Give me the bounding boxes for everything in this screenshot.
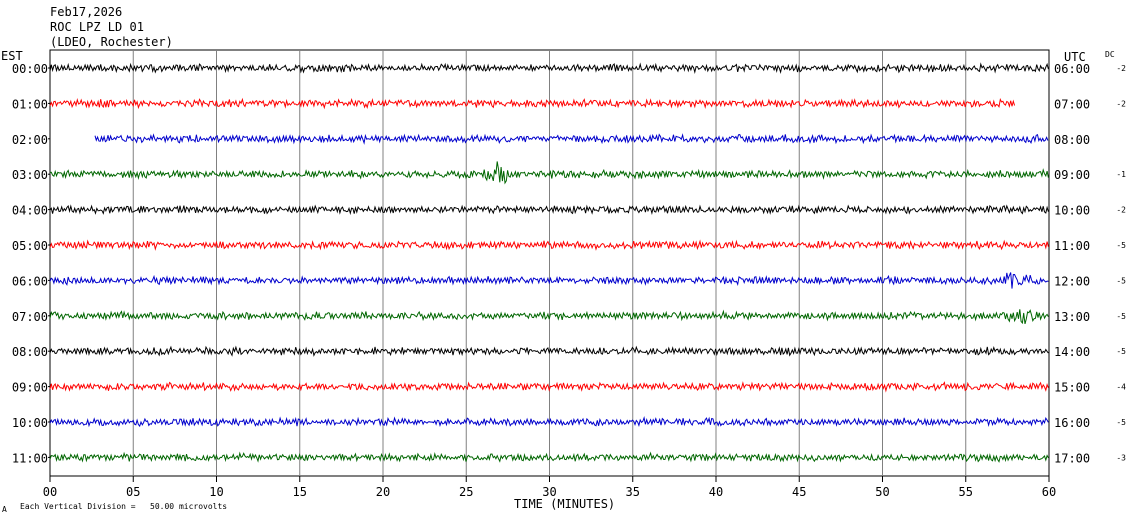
dc-offset-label: -1 <box>1116 170 1126 179</box>
est-time-label: 01:00 <box>12 97 48 111</box>
seismic-trace <box>49 239 1049 251</box>
seismic-trace <box>49 381 1049 393</box>
utc-time-label: 06:00 <box>1054 62 1090 76</box>
x-tick-label: 05 <box>126 485 140 499</box>
seismic-trace <box>49 309 1049 325</box>
utc-time-label: 13:00 <box>1054 310 1090 324</box>
dc-offset-label: -5 <box>1116 241 1126 250</box>
utc-time-label: 08:00 <box>1054 133 1090 147</box>
seismic-trace <box>94 133 1049 145</box>
seismic-trace <box>49 415 1049 428</box>
right-axis-label: UTC <box>1064 50 1086 64</box>
est-time-label: 08:00 <box>12 345 48 359</box>
x-tick-label: 40 <box>709 485 723 499</box>
seismic-trace <box>49 345 1049 357</box>
x-tick-label: 30 <box>542 485 556 499</box>
est-time-label: 10:00 <box>12 416 48 430</box>
dc-offset-label: -5 <box>1116 276 1126 285</box>
utc-time-label: 07:00 <box>1054 97 1090 111</box>
seismic-trace <box>49 272 1049 289</box>
x-tick-label: 20 <box>376 485 390 499</box>
header-network: (LDEO, Rochester) <box>50 35 173 49</box>
seismic-trace <box>49 97 1016 110</box>
dc-offset-label: -5 <box>1116 347 1126 356</box>
footer-symbol: A <box>2 505 7 514</box>
dc-offset-label: -2 <box>1116 206 1126 215</box>
dc-offset-label: -4 <box>1116 383 1126 392</box>
utc-time-label: 16:00 <box>1054 416 1090 430</box>
utc-time-label: 11:00 <box>1054 239 1090 253</box>
est-time-label: 07:00 <box>12 310 48 324</box>
dc-offset-label: -5 <box>1116 312 1126 321</box>
left-axis-label: EST <box>1 49 23 63</box>
est-time-label: 11:00 <box>12 451 48 465</box>
dc-offset-label: -2 <box>1116 99 1126 108</box>
dc-offset-label: -3 <box>1116 453 1126 462</box>
utc-time-label: 09:00 <box>1054 168 1090 182</box>
dc-offset-label: -5 <box>1116 418 1126 427</box>
utc-time-label: 17:00 <box>1054 451 1090 465</box>
seismic-trace <box>49 451 1049 463</box>
est-time-label: 04:00 <box>12 204 48 218</box>
x-tick-label: 10 <box>209 485 223 499</box>
est-time-label: 00:00 <box>12 62 48 76</box>
est-time-label: 02:00 <box>12 133 48 147</box>
x-tick-label: 60 <box>1042 485 1056 499</box>
x-tick-label: 55 <box>959 485 973 499</box>
x-tick-label: 35 <box>626 485 640 499</box>
seismic-trace <box>49 204 1049 216</box>
x-tick-label: 25 <box>459 485 473 499</box>
utc-time-label: 15:00 <box>1054 381 1090 395</box>
x-tick-label: 45 <box>792 485 806 499</box>
header-station: ROC LPZ LD 01 <box>50 20 144 34</box>
x-tick-label: 00 <box>43 485 57 499</box>
utc-time-label: 12:00 <box>1054 274 1090 288</box>
dc-offset-label: -2 <box>1116 64 1126 73</box>
est-time-label: 05:00 <box>12 239 48 253</box>
utc-time-label: 14:00 <box>1054 345 1090 359</box>
est-time-label: 03:00 <box>12 168 48 182</box>
footer-scale-note: Each Vertical Division = 50.00 microvolt… <box>20 502 228 511</box>
seismic-trace <box>49 62 1049 74</box>
est-time-label: 06:00 <box>12 274 48 288</box>
x-tick-label: 50 <box>875 485 889 499</box>
seismic-trace <box>49 161 1049 185</box>
utc-time-label: 10:00 <box>1054 204 1090 218</box>
header-date: Feb17,2026 <box>50 5 123 19</box>
x-axis-title: TIME (MINUTES) <box>514 497 616 511</box>
x-tick-label: 15 <box>293 485 307 499</box>
est-time-label: 09:00 <box>12 381 48 395</box>
dc-label: DC <box>1105 50 1115 59</box>
